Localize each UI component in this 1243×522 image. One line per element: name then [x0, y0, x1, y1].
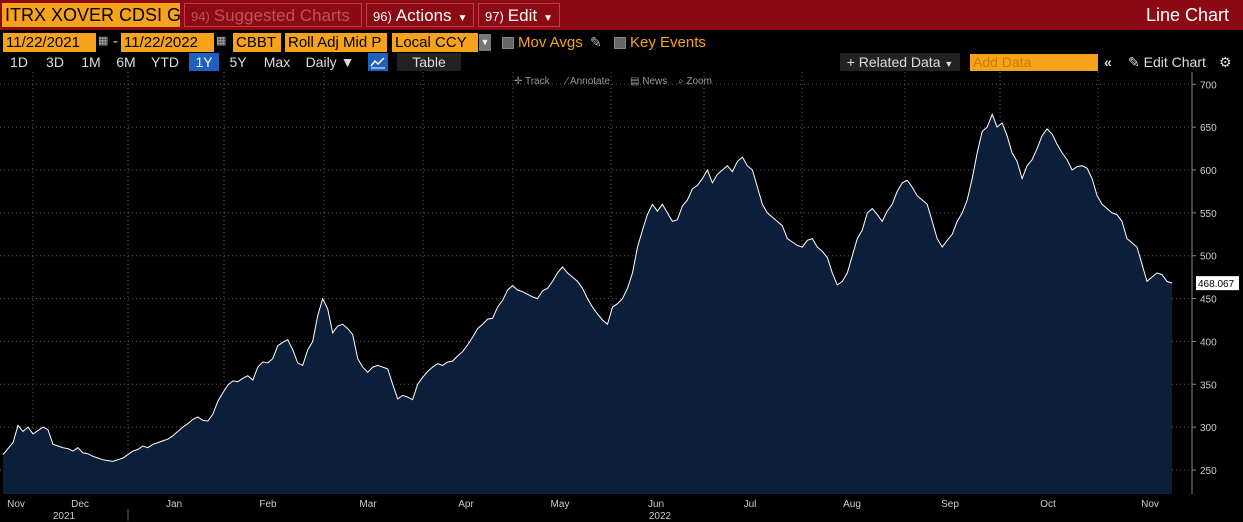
chevron-down-icon: ▼	[457, 13, 468, 24]
edit-label: Edit	[507, 6, 538, 25]
plus-icon: +	[846, 54, 855, 70]
x-tick-label: Jan	[166, 499, 182, 510]
period-tabs-row: 1D 3D 1M 6M YTD 1Y 5Y Max Daily ▼ Table …	[0, 53, 1243, 71]
actions-button[interactable]: 96) Actions ▼	[366, 3, 474, 27]
table-button[interactable]: Table	[397, 53, 461, 71]
x-tick-label: May	[551, 499, 570, 510]
tab-ytd[interactable]: YTD	[151, 54, 179, 70]
frequency-label: Daily	[305, 54, 337, 70]
series-line	[2, 112, 1173, 462]
collapse-icon[interactable]: «	[1104, 54, 1112, 70]
zoom-label: Zoom	[686, 76, 712, 87]
key-events-checkbox[interactable]	[614, 37, 626, 49]
mov-avgs-checkbox[interactable]	[502, 37, 514, 49]
field-selector[interactable]: Roll Adj Mid P	[285, 33, 387, 52]
annotate-tool[interactable]: ⁄ Annotate	[563, 76, 610, 87]
actions-num: 96)	[373, 9, 392, 24]
suggested-num: 94)	[191, 9, 210, 24]
calendar-icon[interactable]: ▦	[98, 35, 109, 47]
tab-3d[interactable]: 3D	[46, 54, 64, 70]
pencil-icon: ⁄	[563, 76, 570, 87]
x-tick-label: Jul	[744, 499, 757, 510]
pencil-icon: ✎	[1128, 54, 1140, 70]
related-label: Related Data	[858, 54, 941, 70]
source-field[interactable]: CBBT	[233, 33, 281, 52]
x-tick-label: Aug	[843, 499, 861, 510]
related-data-button[interactable]: + Related Data ▼	[840, 53, 960, 71]
year-label: 2021	[53, 511, 76, 522]
y-tick-label: 700	[1200, 80, 1217, 91]
suggested-label: Suggested Charts	[213, 6, 350, 25]
x-tick-label: Mar	[359, 499, 377, 510]
x-tick-label: Sep	[941, 499, 959, 510]
chevron-down-icon[interactable]: ▼	[479, 34, 491, 51]
x-tick-label: Oct	[1040, 499, 1056, 510]
y-axis: 250 300 350 400 450 500 550 600 650 700	[1191, 72, 1217, 494]
last-value-marker: 468.067	[1196, 276, 1239, 291]
line-chart[interactable]: 250 300 350 400 450 500 550 600 650 700 Nov Dec Jan…	[0, 72, 1243, 522]
x-tick-label: Jun	[648, 499, 664, 510]
zoom-tool[interactable]: ⌕ Zoom	[678, 76, 712, 87]
title-bar: ITRX XOVER CDSI GE 94) Suggested Charts 9…	[0, 0, 1243, 30]
chevron-down-icon: ▼	[944, 59, 954, 69]
start-date-field[interactable]: 11/22/2021	[3, 33, 96, 52]
x-tick-label: Dec	[71, 499, 89, 510]
last-value-box	[1196, 276, 1239, 291]
edit-chart-label: Edit Chart	[1143, 54, 1206, 70]
series-area	[3, 114, 1172, 495]
gear-icon[interactable]: ⚙	[1219, 54, 1232, 70]
y-tick-label: 500	[1200, 252, 1217, 263]
suggested-charts-button[interactable]: 94) Suggested Charts	[184, 3, 362, 27]
key-events-label: Key Events	[630, 34, 706, 51]
mov-avgs-label: Mov Avgs	[518, 34, 583, 51]
ticker-field[interactable]: ITRX XOVER CDSI GE	[2, 3, 180, 27]
x-tick-label: Nov	[1141, 499, 1159, 510]
frequency-dropdown[interactable]: Daily ▼	[300, 53, 360, 71]
edit-num: 97)	[485, 9, 504, 24]
controls-row: 11/22/2021 ▦ - 11/22/2022 ▦ CBBT Roll Ad…	[0, 31, 1243, 53]
tab-max[interactable]: Max	[263, 54, 291, 70]
last-value-label: 468.067	[1198, 279, 1235, 290]
tab-5y[interactable]: 5Y	[229, 54, 247, 70]
pencil-icon[interactable]: ✎	[590, 34, 602, 50]
news-tool[interactable]: ▤ News	[630, 76, 667, 87]
y-tick-label: 300	[1200, 423, 1217, 434]
tab-1m[interactable]: 1M	[81, 54, 101, 70]
line-chart-icon[interactable]	[368, 53, 388, 71]
annotate-label: Annotate	[570, 76, 610, 87]
track-tool[interactable]: ✛ Track	[514, 76, 551, 87]
actions-label: Actions	[395, 6, 452, 25]
end-date-field[interactable]: 11/22/2022	[121, 33, 214, 52]
y-tick-label: 350	[1200, 380, 1217, 391]
y-tick-label: 400	[1200, 337, 1217, 348]
add-data-input[interactable]: Add Data	[970, 54, 1098, 71]
tab-1y[interactable]: 1Y	[189, 53, 219, 71]
year-label: 2022	[649, 511, 672, 522]
chart-type-title: Line Chart	[1145, 5, 1229, 25]
crosshair-icon: ✛	[514, 76, 525, 87]
tab-6m[interactable]: 6M	[116, 54, 136, 70]
edit-chart-button[interactable]: ✎ Edit Chart	[1128, 53, 1206, 71]
y-tick-label: 550	[1200, 209, 1217, 220]
x-axis: Nov Dec Jan Feb Mar Apr May Jun Jul Aug Sep Oct Nov 2…	[7, 499, 1159, 522]
calendar-icon[interactable]: ▦	[216, 35, 227, 47]
date-dash: -	[113, 33, 118, 50]
tab-1d[interactable]: 1D	[10, 54, 28, 70]
y-tick-label: 600	[1200, 166, 1217, 177]
news-label: News	[642, 76, 667, 87]
news-icon: ▤	[630, 76, 642, 87]
track-label: Track	[525, 76, 551, 87]
y-tick-label: 650	[1200, 123, 1217, 134]
y-tick-label: 450	[1200, 295, 1217, 306]
x-tick-label: Feb	[259, 499, 277, 510]
y-tick-label: 250	[1200, 466, 1217, 477]
currency-field[interactable]: Local CCY	[392, 33, 478, 52]
x-tick-label: Nov	[7, 499, 25, 510]
search-icon: ⌕	[678, 76, 686, 87]
x-tick-label: Apr	[458, 499, 474, 510]
chevron-down-icon: ▼	[340, 54, 355, 70]
chart-toolbar: ✛ Track ⁄ Annotate ▤ News ⌕ Zoom	[514, 76, 712, 87]
chevron-down-icon: ▼	[543, 13, 553, 24]
edit-button[interactable]: 97) Edit ▼	[478, 3, 560, 27]
